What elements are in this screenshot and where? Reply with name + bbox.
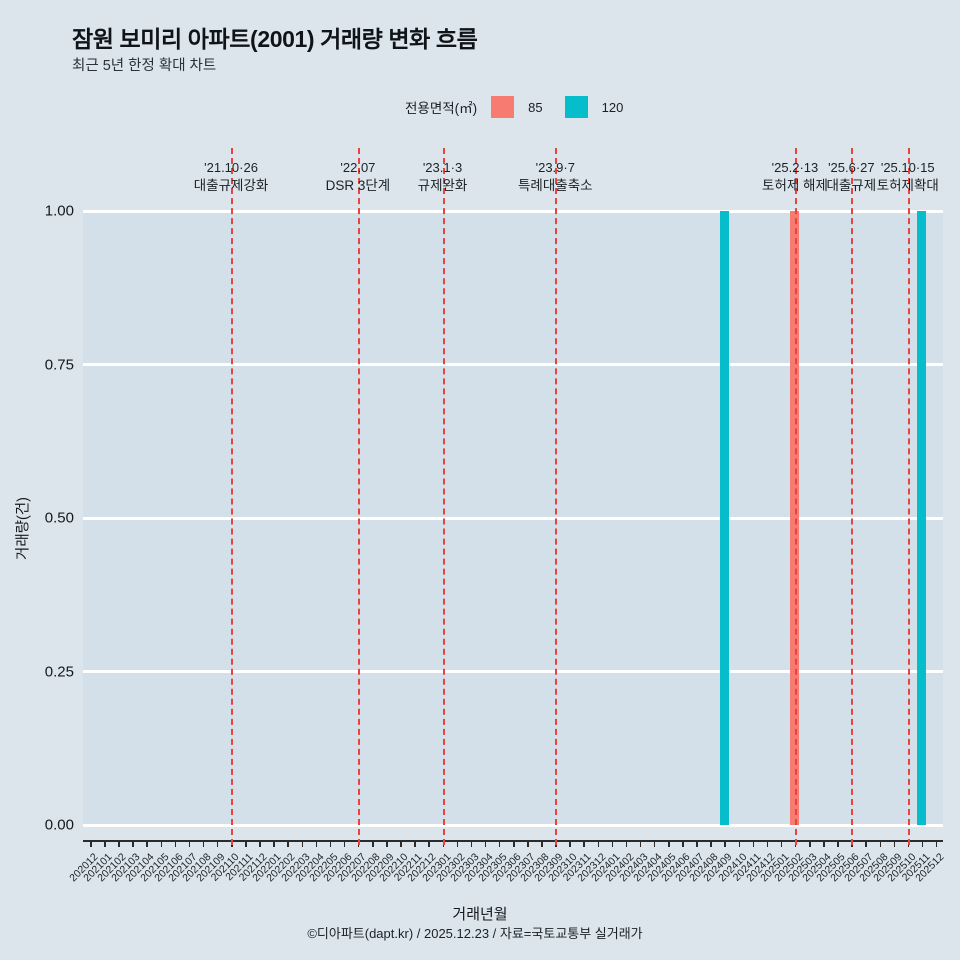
x-tick: [498, 840, 501, 847]
chart-footer: ©디아파트(dapt.kr) / 2025.12.23 / 자료=국토교통부 실…: [307, 926, 643, 941]
x-tick: [259, 840, 261, 847]
x-tick: [216, 840, 219, 847]
x-tick: [935, 840, 938, 847]
chart-subtitle: 최근 5년 한정 확대 차트: [72, 58, 217, 74]
legend-label-120: 120: [601, 99, 624, 115]
x-tick: [188, 840, 191, 847]
x-tick: [484, 840, 487, 847]
legend-title: 전용면적(㎡): [405, 101, 478, 116]
x-tick: [611, 840, 614, 847]
gridline: [83, 516, 943, 520]
x-tick: [569, 840, 571, 847]
x-tick: [837, 840, 839, 847]
y-tick-label: 0.00: [44, 816, 74, 834]
gridline: [83, 363, 943, 366]
x-tick: [639, 840, 642, 847]
x-tick: [118, 840, 120, 847]
x-tick: [372, 840, 374, 847]
x-tick: [513, 840, 515, 847]
x-tick: [668, 840, 670, 847]
x-tick: [597, 840, 600, 847]
annotation-line-202207: [357, 148, 360, 845]
x-tick: [865, 840, 867, 847]
annotation-line-202110: [231, 148, 234, 845]
x-tick: [202, 840, 205, 847]
gridline: [83, 823, 943, 827]
x-tick: [752, 840, 755, 847]
x-tick: [696, 840, 698, 847]
x-tick: [428, 840, 430, 847]
y-tick-label: 0.50: [44, 509, 74, 527]
x-tick: [766, 840, 769, 847]
x-tick: [653, 840, 656, 847]
legend-swatch-120: [564, 96, 588, 118]
x-tick: [400, 840, 402, 847]
x-tick: [809, 840, 811, 847]
legend: 전용면적(㎡) 85 120: [405, 96, 645, 118]
x-tick: [893, 840, 896, 847]
y-tick-label: 0.25: [44, 663, 74, 680]
annotation-line-202301: [442, 148, 445, 845]
x-tick: [287, 840, 289, 847]
x-tick: [315, 840, 318, 847]
x-tick: [386, 840, 388, 847]
legend-swatch-85: [491, 96, 515, 118]
x-tick: [541, 840, 543, 847]
x-tick: [710, 840, 712, 847]
y-tick-label: 1.00: [44, 202, 74, 220]
chart-title: 잠원 보미리 아파트(2001) 거래량 변화 흐름: [72, 26, 478, 52]
x-tick: [160, 840, 163, 847]
x-axis-title: 거래년월: [452, 906, 508, 923]
x-tick: [273, 840, 275, 847]
annotation-line-202510: [907, 148, 910, 845]
legend-item-120[interactable]: 120: [564, 96, 646, 118]
gridline: [83, 209, 943, 213]
x-tick: [146, 840, 148, 847]
x-tick: [682, 840, 684, 847]
x-tick: [583, 840, 585, 847]
x-tick: [879, 840, 882, 847]
legend-label-85: 85: [528, 99, 543, 115]
y-axis: 0.00 0.25 0.50 0.75 1.00: [8, 0, 74, 960]
y-tick-label: 0.75: [44, 356, 74, 373]
x-tick: [527, 840, 529, 847]
x-tick: [343, 840, 346, 847]
x-tick: [104, 840, 106, 847]
annotation-line-202309: [555, 148, 558, 845]
plot-area: [83, 209, 943, 827]
x-tick: [780, 840, 783, 847]
x-tick: [90, 840, 92, 847]
x-tick: [625, 840, 628, 847]
y-axis-title: 거래량(건): [15, 496, 32, 561]
x-tick: [921, 840, 924, 847]
x-tick: [414, 840, 416, 847]
bar-120-202511[interactable]: [917, 211, 927, 825]
bar-120-202409[interactable]: [719, 211, 729, 825]
x-tick: [738, 840, 741, 847]
x-tick: [470, 840, 473, 847]
x-tick: [132, 840, 134, 847]
x-tick: [329, 840, 332, 847]
annotation-line-202506: [851, 148, 854, 845]
x-tick: [456, 840, 459, 847]
legend-item-85[interactable]: 85: [491, 96, 564, 118]
x-tick: [245, 840, 247, 847]
gridline: [83, 670, 943, 673]
annotation-line-202502: [794, 148, 797, 845]
x-tick: [301, 840, 304, 847]
x-tick: [724, 840, 726, 847]
x-tick: [823, 840, 825, 847]
x-tick: [174, 840, 177, 847]
